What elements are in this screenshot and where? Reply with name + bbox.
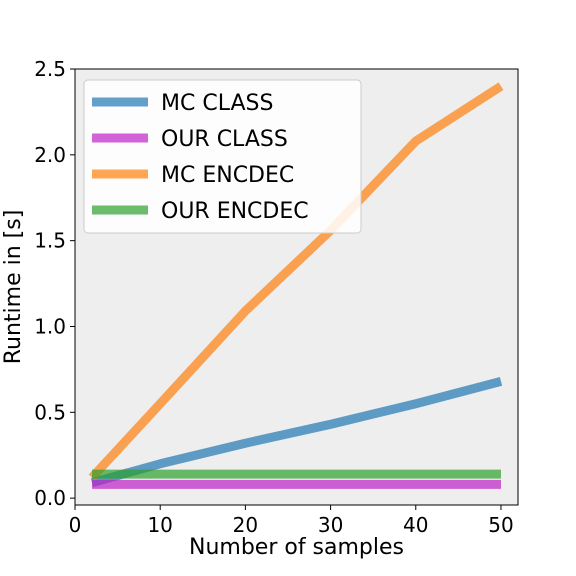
legend-label-0: MC CLASS xyxy=(161,91,273,116)
x-axis: 0 10 20 30 40 50 xyxy=(69,505,514,537)
legend-label-3: OUR ENCDEC xyxy=(161,199,309,224)
legend: MC CLASS OUR CLASS MC ENCDEC OUR ENCDEC xyxy=(83,79,362,234)
y-tick-label: 2.0 xyxy=(34,143,66,167)
y-tick-label: 0.0 xyxy=(34,486,66,510)
y-tick-label: 2.5 xyxy=(34,57,66,81)
x-tick-label: 10 xyxy=(147,513,172,537)
y-axis: 0.0 0.5 1.0 1.5 2.0 2.5 xyxy=(34,57,75,510)
y-axis-title: Runtime in [s] xyxy=(1,210,26,365)
x-axis-title: Number of samples xyxy=(189,535,404,560)
x-tick-label: 30 xyxy=(318,513,343,537)
series-line-0 xyxy=(90,377,503,488)
x-tick-label: 50 xyxy=(488,513,513,537)
y-tick-label: 1.5 xyxy=(34,229,66,253)
x-tick-label: 0 xyxy=(69,513,82,537)
legend-box xyxy=(83,79,362,234)
legend-label-2: MC ENCDEC xyxy=(161,163,294,188)
y-tick-label: 1.0 xyxy=(34,314,66,338)
x-tick-label: 40 xyxy=(403,513,428,537)
series-line-2 xyxy=(88,82,504,481)
x-tick-label: 20 xyxy=(233,513,258,537)
plot-frame xyxy=(74,68,519,506)
y-tick-label: 0.5 xyxy=(34,400,66,424)
legend-label-1: OUR CLASS xyxy=(161,127,288,152)
series-layer xyxy=(88,82,504,489)
